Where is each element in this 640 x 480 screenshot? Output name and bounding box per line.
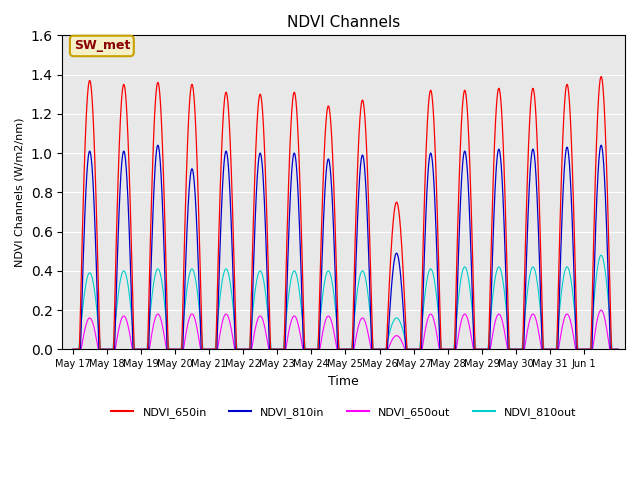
Text: SW_met: SW_met (74, 39, 130, 52)
X-axis label: Time: Time (328, 374, 359, 388)
Legend: NDVI_650in, NDVI_810in, NDVI_650out, NDVI_810out: NDVI_650in, NDVI_810in, NDVI_650out, NDV… (107, 403, 580, 422)
Title: NDVI Channels: NDVI Channels (287, 15, 401, 30)
Y-axis label: NDVI Channels (W/m2/nm): NDVI Channels (W/m2/nm) (15, 118, 25, 267)
